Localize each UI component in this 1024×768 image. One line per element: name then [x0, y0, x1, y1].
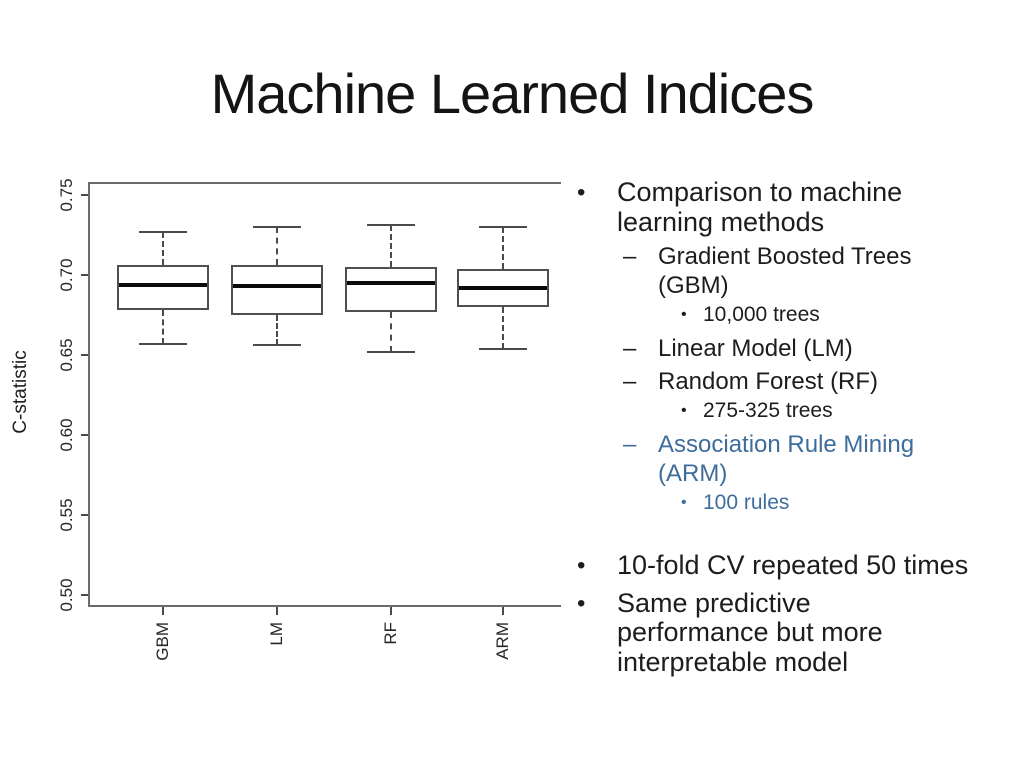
x-axis-tick-label: RF [381, 622, 400, 645]
boxplot-whisker-upper [276, 227, 278, 266]
y-axis-tick [81, 594, 88, 596]
boxplot-whisker-cap-lower [479, 347, 527, 350]
bullet-text: Association Rule Mining (ARM) [658, 431, 915, 487]
boxplot-whisker-cap-upper [139, 230, 187, 233]
boxplot-whisker-lower [502, 307, 504, 349]
bullet-item: – Random Forest (RF) [623, 367, 1024, 396]
boxplot-whisker-upper [162, 231, 164, 266]
x-axis-tick [276, 607, 278, 615]
boxplot-median-line [119, 282, 207, 287]
dash-bullet-marker: – [623, 335, 637, 362]
boxplot-whisker-cap-upper [479, 226, 527, 228]
boxplot-whisker-lower [162, 310, 164, 344]
bullet-text: Same predictive performance but more int… [617, 587, 883, 677]
dash-bullet-marker: – [623, 368, 637, 395]
boxplot-box [231, 265, 323, 315]
x-axis-tick [502, 607, 504, 615]
bullet-item: • 275-325 trees [681, 396, 1024, 426]
dash-bullet-marker: – [623, 431, 637, 458]
x-axis-tick [162, 607, 164, 615]
boxplot-whisker-upper [502, 227, 504, 269]
plot-frame-bottom [88, 605, 561, 607]
y-axis-tick [81, 274, 88, 276]
bullet-text: Linear Model (LM) [658, 335, 853, 362]
x-axis-tick-label: ARM [493, 622, 512, 660]
dot-bullet-marker: • [681, 402, 687, 419]
bullet-item: • 100 rules [681, 488, 1024, 518]
dot-bullet-marker: • [577, 552, 586, 579]
boxplot-whisker-cap-upper [253, 226, 301, 228]
boxplot-whisker-cap-upper [367, 224, 415, 227]
bullet-text: 100 rules [703, 491, 790, 514]
boxplot-box [345, 267, 437, 312]
bullet-text: Comparison to machine learning methods [617, 177, 903, 237]
x-axis-tick-label: LM [267, 622, 286, 646]
bullet-item: • Same predictive performance but more in… [575, 587, 1024, 678]
y-axis-tick [81, 514, 88, 516]
x-axis-tick-label: GBM [153, 622, 172, 661]
bullet-item: • Comparison to machine learning methods [575, 177, 1024, 237]
slide-title: Machine Learned Indices [210, 62, 815, 125]
y-axis-title: C-statistic [10, 350, 31, 434]
boxplot-whisker-lower [276, 315, 278, 346]
y-axis-tick-label: 0.65 [57, 338, 76, 372]
boxplot-median-line [233, 284, 321, 289]
y-axis-tick [81, 194, 88, 196]
y-axis-tick-label: 0.50 [57, 578, 76, 612]
bullet-text: Gradient Boosted Trees (GBM) [658, 243, 912, 299]
y-axis-tick-label: 0.55 [57, 498, 76, 532]
bullet-item: – Gradient Boosted Trees (GBM) [623, 242, 1024, 300]
bullet-item: • 10,000 trees [681, 300, 1024, 330]
y-axis-tick-label: 0.75 [57, 178, 76, 212]
boxplot-median-line [459, 285, 547, 290]
bullet-text: 10,000 trees [703, 303, 820, 326]
boxplot-whisker-upper [390, 225, 392, 267]
bullet-item: • 10-fold CV repeated 50 times [575, 550, 1024, 581]
boxplot-whisker-cap-lower [139, 342, 187, 345]
boxplot-box [117, 265, 209, 311]
boxplot-whisker-cap-lower [367, 350, 415, 353]
boxplot-whisker-lower [390, 311, 392, 352]
dot-bullet-marker: • [577, 589, 586, 617]
plot-frame-left [88, 182, 90, 607]
bullet-item: – Association Rule Mining (ARM) [623, 430, 1024, 488]
y-axis-tick-label: 0.70 [57, 258, 76, 292]
bullet-text: 10-fold CV repeated 50 times [617, 550, 969, 580]
y-axis-tick-label: 0.60 [57, 418, 76, 452]
y-axis-tick [81, 434, 88, 436]
boxplot-whisker-cap-lower [253, 344, 301, 347]
bullet-text: Random Forest (RF) [658, 368, 879, 395]
dot-bullet-marker: • [577, 179, 586, 206]
x-axis-tick [390, 607, 392, 615]
boxplot-median-line [347, 281, 435, 285]
dot-bullet-marker: • [681, 494, 687, 511]
dash-bullet-marker: – [623, 243, 637, 270]
bullet-list: • Comparison to machine learning methods –… [575, 177, 1024, 678]
dot-bullet-marker: • [681, 306, 687, 323]
bullet-text: 275-325 trees [703, 399, 833, 422]
y-axis-tick [81, 354, 88, 356]
bullet-item: – Linear Model (LM) [623, 334, 1024, 363]
plot-frame-top [88, 182, 561, 184]
